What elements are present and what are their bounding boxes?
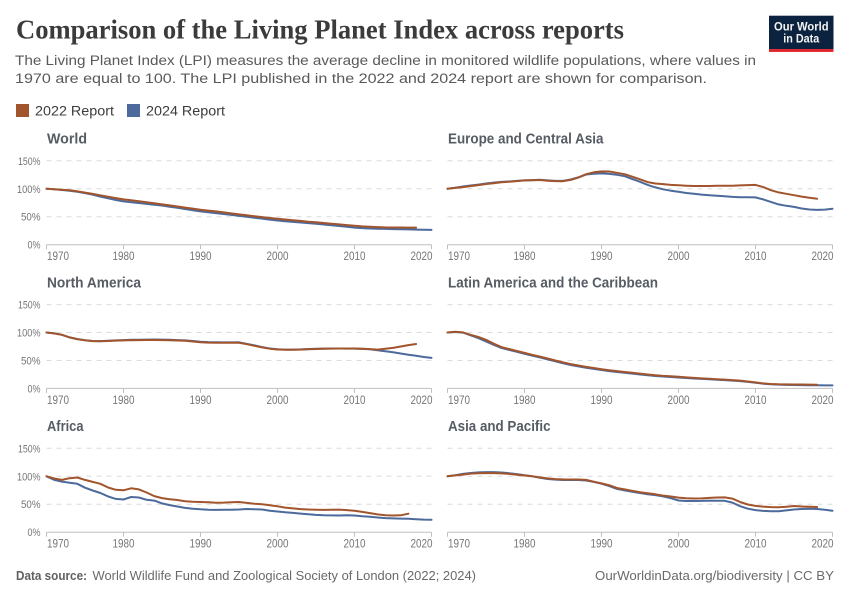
svg-text:2000: 2000	[267, 538, 289, 551]
svg-text:Europe and Central Asia: Europe and Central Asia	[448, 132, 604, 148]
svg-text:50%: 50%	[21, 356, 41, 368]
svg-text:The Living Planet Index (LPI): The Living Planet Index (LPI) measures t…	[15, 53, 756, 69]
svg-text:2024 Report: 2024 Report	[146, 104, 225, 120]
svg-text:2010: 2010	[344, 394, 366, 407]
svg-text:OurWorldinData.org/biodiversit: OurWorldinData.org/biodiversity | CC BY	[595, 568, 834, 583]
svg-text:Data source:: Data source:	[16, 568, 87, 583]
svg-text:1970: 1970	[448, 394, 470, 407]
svg-text:1990: 1990	[190, 394, 212, 407]
svg-text:Asia and Pacific: Asia and Pacific	[448, 419, 551, 435]
svg-text:2010: 2010	[344, 538, 366, 551]
svg-text:Africa: Africa	[47, 419, 84, 435]
svg-text:1990: 1990	[190, 538, 212, 551]
svg-text:Our World: Our World	[774, 20, 829, 34]
svg-text:North America: North America	[47, 275, 142, 291]
svg-text:0%: 0%	[28, 527, 41, 539]
svg-text:2000: 2000	[668, 250, 690, 263]
svg-text:150%: 150%	[18, 156, 41, 168]
svg-text:2010: 2010	[745, 250, 767, 263]
svg-text:50%: 50%	[21, 212, 41, 224]
svg-text:2020: 2020	[411, 538, 433, 551]
svg-text:1970: 1970	[448, 250, 470, 263]
svg-text:2000: 2000	[668, 394, 690, 407]
svg-text:1990: 1990	[190, 250, 212, 263]
svg-text:2020: 2020	[812, 538, 834, 551]
svg-text:0%: 0%	[28, 240, 41, 252]
svg-text:in Data: in Data	[783, 32, 819, 46]
svg-text:1980: 1980	[514, 538, 536, 551]
svg-text:50%: 50%	[21, 499, 41, 511]
svg-text:World Wildlife Fund and Zoolog: World Wildlife Fund and Zoological Socie…	[93, 568, 476, 583]
svg-text:2010: 2010	[344, 250, 366, 263]
svg-text:1980: 1980	[113, 538, 135, 551]
svg-text:1970: 1970	[448, 538, 470, 551]
svg-text:1990: 1990	[591, 394, 613, 407]
svg-text:1970: 1970	[47, 538, 69, 551]
svg-text:Latin America and the Caribbea: Latin America and the Caribbean	[448, 275, 658, 291]
svg-text:100%: 100%	[17, 328, 41, 340]
svg-text:1980: 1980	[514, 394, 536, 407]
svg-text:2020: 2020	[411, 394, 433, 407]
svg-text:2020: 2020	[812, 394, 834, 407]
svg-text:2010: 2010	[745, 538, 767, 551]
svg-text:2000: 2000	[267, 394, 289, 407]
svg-text:World: World	[47, 132, 87, 148]
svg-text:150%: 150%	[18, 300, 41, 312]
svg-text:1980: 1980	[514, 250, 536, 263]
svg-text:100%: 100%	[17, 184, 41, 196]
svg-text:1970 are equal to 100. The LPI: 1970 are equal to 100. The LPI published…	[15, 71, 707, 87]
svg-text:1970: 1970	[47, 250, 69, 263]
svg-text:2020: 2020	[812, 250, 834, 263]
svg-text:1990: 1990	[591, 250, 613, 263]
svg-text:150%: 150%	[18, 443, 41, 455]
svg-text:1980: 1980	[113, 250, 135, 263]
svg-text:2010: 2010	[745, 394, 767, 407]
svg-text:1970: 1970	[47, 394, 69, 407]
svg-text:1980: 1980	[113, 394, 135, 407]
svg-text:1990: 1990	[591, 538, 613, 551]
svg-text:2000: 2000	[267, 250, 289, 263]
svg-text:0%: 0%	[28, 383, 41, 395]
svg-text:2000: 2000	[668, 538, 690, 551]
svg-text:2022 Report: 2022 Report	[35, 104, 114, 120]
svg-text:100%: 100%	[17, 471, 41, 483]
svg-text:2020: 2020	[411, 250, 433, 263]
svg-text:Comparison of the Living Plane: Comparison of the Living Planet Index ac…	[16, 14, 624, 44]
